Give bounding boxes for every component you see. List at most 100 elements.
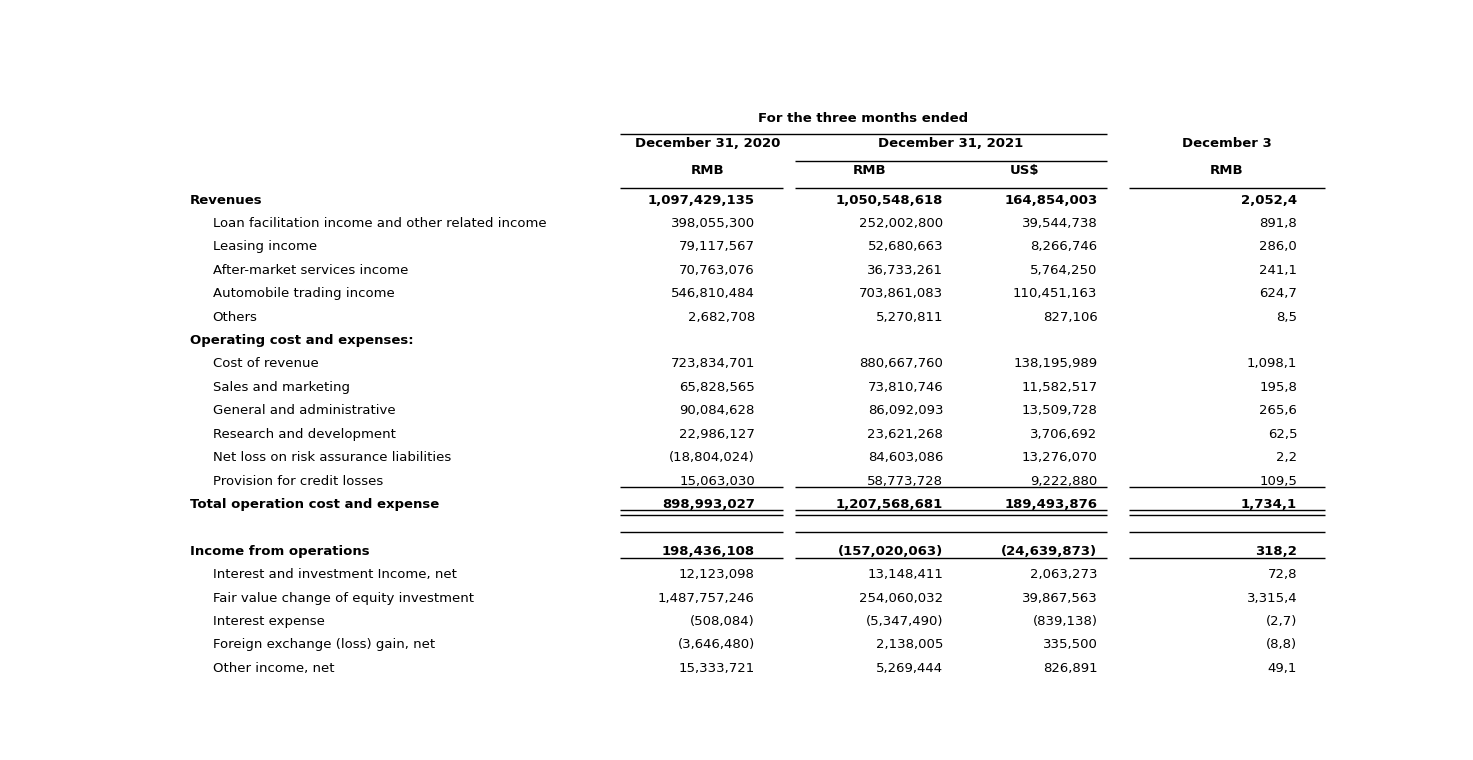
Text: Leasing income: Leasing income [212, 240, 317, 253]
Text: 1,050,548,618: 1,050,548,618 [835, 194, 943, 207]
Text: December 3: December 3 [1181, 137, 1271, 150]
Text: 22,986,127: 22,986,127 [679, 428, 754, 441]
Text: Fair value change of equity investment: Fair value change of equity investment [212, 591, 474, 604]
Text: Research and development: Research and development [212, 428, 396, 441]
Text: (3,646,480): (3,646,480) [678, 638, 754, 651]
Text: Cost of revenue: Cost of revenue [212, 357, 318, 370]
Text: Operating cost and expenses:: Operating cost and expenses: [190, 334, 414, 347]
Text: 723,834,701: 723,834,701 [670, 357, 754, 370]
Text: After-market services income: After-market services income [212, 264, 408, 277]
Text: 13,276,070: 13,276,070 [1021, 451, 1097, 464]
Text: 8,5: 8,5 [1276, 311, 1298, 324]
Text: 138,195,989: 138,195,989 [1013, 357, 1097, 370]
Text: Interest and investment Income, net: Interest and investment Income, net [212, 568, 457, 581]
Text: 2,052,4: 2,052,4 [1242, 194, 1298, 207]
Text: Provision for credit losses: Provision for credit losses [212, 474, 383, 487]
Text: 70,763,076: 70,763,076 [679, 264, 754, 277]
Text: RMB: RMB [853, 164, 885, 177]
Text: RMB: RMB [691, 164, 725, 177]
Text: 13,148,411: 13,148,411 [868, 568, 943, 581]
Text: 2,2: 2,2 [1276, 451, 1298, 464]
Text: (157,020,063): (157,020,063) [838, 545, 943, 558]
Text: 286,0: 286,0 [1259, 240, 1298, 253]
Text: Revenues: Revenues [190, 194, 262, 207]
Text: 3,706,692: 3,706,692 [1030, 428, 1097, 441]
Text: 39,544,738: 39,544,738 [1022, 217, 1097, 230]
Text: 5,764,250: 5,764,250 [1030, 264, 1097, 277]
Text: 827,106: 827,106 [1043, 311, 1097, 324]
Text: 110,451,163: 110,451,163 [1013, 287, 1097, 300]
Text: 90,084,628: 90,084,628 [679, 404, 754, 417]
Text: 1,207,568,681: 1,207,568,681 [837, 498, 943, 511]
Text: RMB: RMB [1211, 164, 1243, 177]
Text: (8,8): (8,8) [1265, 638, 1298, 651]
Text: 13,509,728: 13,509,728 [1021, 404, 1097, 417]
Text: 1,098,1: 1,098,1 [1246, 357, 1298, 370]
Text: (839,138): (839,138) [1033, 615, 1097, 628]
Text: 109,5: 109,5 [1259, 474, 1298, 487]
Text: Loan facilitation income and other related income: Loan facilitation income and other relat… [212, 217, 546, 230]
Text: 826,891: 826,891 [1043, 662, 1097, 675]
Text: Net loss on risk assurance liabilities: Net loss on risk assurance liabilities [212, 451, 451, 464]
Text: 198,436,108: 198,436,108 [661, 545, 754, 558]
Text: 164,854,003: 164,854,003 [1005, 194, 1097, 207]
Text: 12,123,098: 12,123,098 [679, 568, 754, 581]
Text: 195,8: 195,8 [1259, 381, 1298, 394]
Text: Income from operations: Income from operations [190, 545, 370, 558]
Text: 15,333,721: 15,333,721 [679, 662, 754, 675]
Text: 15,063,030: 15,063,030 [679, 474, 754, 487]
Text: 9,222,880: 9,222,880 [1030, 474, 1097, 487]
Text: 546,810,484: 546,810,484 [672, 287, 754, 300]
Text: December 31, 2020: December 31, 2020 [635, 137, 781, 150]
Text: (24,639,873): (24,639,873) [1002, 545, 1097, 558]
Text: 398,055,300: 398,055,300 [670, 217, 754, 230]
Text: 11,582,517: 11,582,517 [1021, 381, 1097, 394]
Text: 1,097,429,135: 1,097,429,135 [648, 194, 754, 207]
Text: 58,773,728: 58,773,728 [868, 474, 943, 487]
Text: Automobile trading income: Automobile trading income [212, 287, 395, 300]
Text: 73,810,746: 73,810,746 [868, 381, 943, 394]
Text: 62,5: 62,5 [1268, 428, 1298, 441]
Text: 23,621,268: 23,621,268 [868, 428, 943, 441]
Text: Total operation cost and expense: Total operation cost and expense [190, 498, 439, 511]
Text: 52,680,663: 52,680,663 [868, 240, 943, 253]
Text: Foreign exchange (loss) gain, net: Foreign exchange (loss) gain, net [212, 638, 435, 651]
Text: 703,861,083: 703,861,083 [859, 287, 943, 300]
Text: 318,2: 318,2 [1255, 545, 1298, 558]
Text: 39,867,563: 39,867,563 [1022, 591, 1097, 604]
Text: 3,315,4: 3,315,4 [1246, 591, 1298, 604]
Text: 79,117,567: 79,117,567 [679, 240, 754, 253]
Text: 65,828,565: 65,828,565 [679, 381, 754, 394]
Text: 2,682,708: 2,682,708 [688, 311, 754, 324]
Text: December 31, 2021: December 31, 2021 [878, 137, 1024, 150]
Text: 1,734,1: 1,734,1 [1242, 498, 1298, 511]
Text: 189,493,876: 189,493,876 [1005, 498, 1097, 511]
Text: Others: Others [212, 311, 258, 324]
Text: 2,138,005: 2,138,005 [876, 638, 943, 651]
Text: (508,084): (508,084) [691, 615, 754, 628]
Text: For the three months ended: For the three months ended [759, 112, 968, 125]
Text: 891,8: 891,8 [1259, 217, 1298, 230]
Text: 36,733,261: 36,733,261 [868, 264, 943, 277]
Text: 5,269,444: 5,269,444 [876, 662, 943, 675]
Text: (2,7): (2,7) [1265, 615, 1298, 628]
Text: 1,487,757,246: 1,487,757,246 [658, 591, 754, 604]
Text: 49,1: 49,1 [1268, 662, 1298, 675]
Text: General and administrative: General and administrative [212, 404, 395, 417]
Text: 5,270,811: 5,270,811 [876, 311, 943, 324]
Text: 880,667,760: 880,667,760 [859, 357, 943, 370]
Text: (5,347,490): (5,347,490) [866, 615, 943, 628]
Text: 86,092,093: 86,092,093 [868, 404, 943, 417]
Text: US$: US$ [1010, 164, 1040, 177]
Text: 2,063,273: 2,063,273 [1030, 568, 1097, 581]
Text: Other income, net: Other income, net [212, 662, 334, 675]
Text: Interest expense: Interest expense [212, 615, 324, 628]
Text: 252,002,800: 252,002,800 [859, 217, 943, 230]
Text: 265,6: 265,6 [1259, 404, 1298, 417]
Text: 335,500: 335,500 [1043, 638, 1097, 651]
Text: Sales and marketing: Sales and marketing [212, 381, 349, 394]
Text: 8,266,746: 8,266,746 [1030, 240, 1097, 253]
Text: 241,1: 241,1 [1259, 264, 1298, 277]
Text: 898,993,027: 898,993,027 [661, 498, 754, 511]
Text: 624,7: 624,7 [1259, 287, 1298, 300]
